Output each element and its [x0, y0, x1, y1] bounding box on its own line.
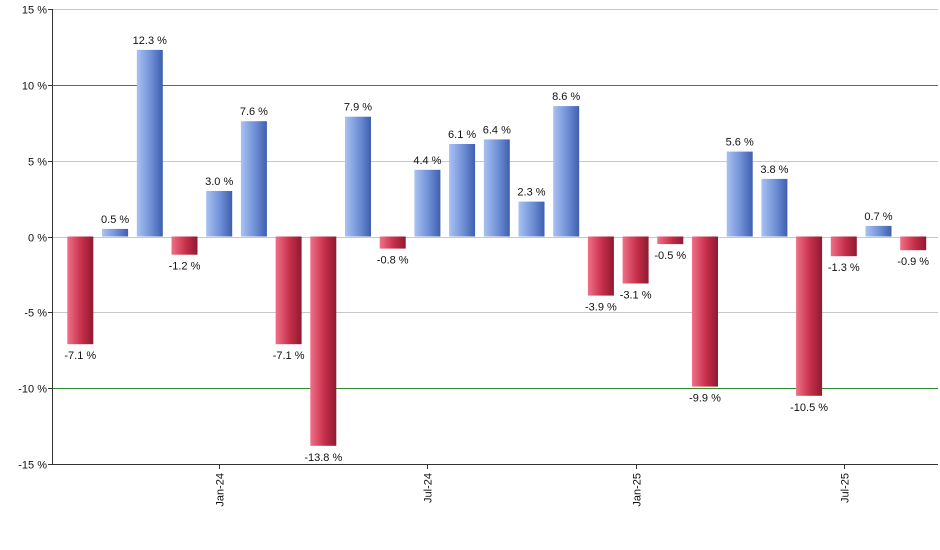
data-label: 12.3 %	[133, 35, 167, 47]
data-label: -7.1 %	[64, 350, 96, 362]
bar	[622, 236, 649, 284]
bar	[830, 236, 857, 257]
axes: 15 % 10 % 5 % 0 % -5 % -10 % -15 % Jan-24 Jul-24…	[18, 5, 938, 507]
data-label: -1.3 %	[828, 262, 860, 274]
data-labels: -7.1 % 0.5 % 12.3 % -1.2 % 3.0 % 7.6 % -7.1 % -…	[64, 35, 929, 464]
bar	[865, 225, 892, 237]
x-tick-label: Jan-24	[215, 473, 227, 507]
y-tick-label: -10 %	[18, 384, 47, 396]
data-label: -0.9 %	[897, 256, 929, 268]
data-label: 4.4 %	[413, 155, 441, 167]
data-label: -0.5 %	[654, 250, 686, 262]
bar	[67, 236, 94, 345]
data-label: 3.0 %	[205, 176, 233, 188]
data-label: -13.8 %	[304, 452, 342, 464]
bar	[726, 151, 753, 237]
bar	[206, 191, 233, 237]
bar	[657, 236, 684, 245]
bar	[379, 236, 406, 249]
bar	[692, 236, 718, 387]
x-tick-label: Jan-25	[632, 473, 644, 507]
bar	[587, 236, 614, 296]
bar	[449, 144, 476, 237]
bar	[518, 201, 545, 237]
bar	[345, 116, 371, 237]
y-tick-label: 10 %	[22, 81, 47, 93]
bar	[136, 49, 163, 237]
data-label: -1.2 %	[169, 261, 201, 273]
x-tick-label: Jul-24	[423, 473, 435, 503]
data-label: -9.9 %	[689, 393, 721, 405]
y-tick-label: 15 %	[22, 5, 47, 17]
bar	[102, 228, 129, 237]
data-label: 7.6 %	[240, 106, 268, 118]
bars	[67, 49, 927, 446]
data-label: 7.9 %	[344, 102, 372, 114]
data-label: 8.6 %	[552, 91, 580, 103]
y-tick-label: -5 %	[24, 308, 47, 320]
data-label: -7.1 %	[273, 350, 305, 362]
bar	[171, 236, 198, 255]
data-label: -3.1 %	[620, 290, 652, 302]
bar	[275, 236, 302, 345]
bar	[483, 139, 510, 237]
data-label: -3.9 %	[585, 302, 617, 314]
data-label: 5.6 %	[726, 137, 754, 149]
data-label: 0.7 %	[864, 211, 892, 223]
bar	[310, 236, 337, 446]
x-tick-label: Jul-25	[840, 473, 852, 503]
bar	[796, 236, 823, 396]
data-label: 6.1 %	[448, 129, 476, 141]
data-label: -10.5 %	[790, 402, 828, 414]
bar	[553, 106, 580, 237]
bar	[900, 236, 927, 251]
y-tick-label: 0 %	[28, 233, 47, 245]
bar	[240, 121, 267, 237]
bar	[761, 178, 788, 237]
data-label: 3.8 %	[760, 164, 788, 176]
data-label: 6.4 %	[483, 124, 511, 136]
y-tick-label: -15 %	[18, 460, 47, 472]
y-tick-label: 5 %	[28, 157, 47, 169]
data-label: -0.8 %	[377, 255, 409, 267]
bar	[414, 169, 441, 237]
data-label: 0.5 %	[101, 214, 129, 226]
data-label: 2.3 %	[517, 187, 545, 199]
